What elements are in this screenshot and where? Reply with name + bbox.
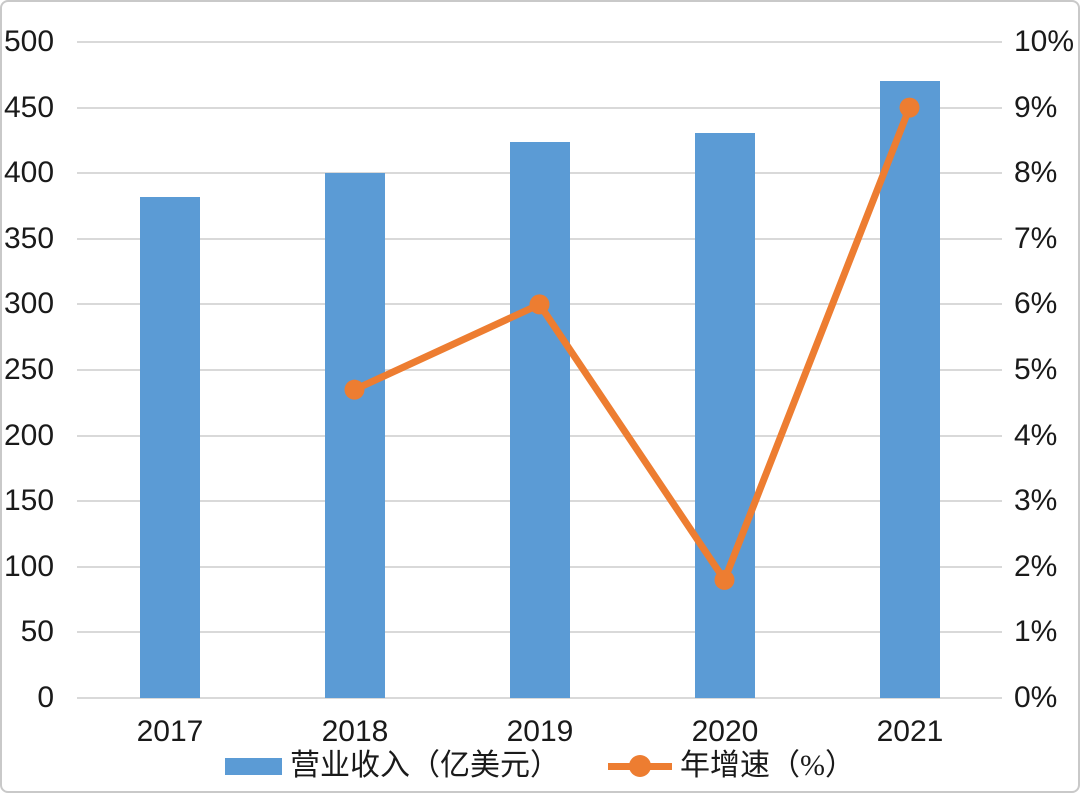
growth-line bbox=[353, 106, 913, 588]
left-axis-tick-label: 400 bbox=[4, 156, 55, 190]
x-axis-label-2017: 2017 bbox=[136, 715, 204, 748]
x-axis-label-2019: 2019 bbox=[506, 715, 574, 748]
left-axis-tick-label: 300 bbox=[4, 287, 55, 321]
right-axis-tick-label: 8% bbox=[1014, 156, 1058, 190]
legend-item-revenue: 营业收入（亿美元） bbox=[225, 748, 560, 784]
revenue-bar-2019 bbox=[509, 141, 570, 698]
right-axis-tick-label: 0% bbox=[1014, 681, 1058, 714]
legend-item-growth: 年增速（%） bbox=[608, 748, 855, 784]
revenue-bar-2020 bbox=[694, 132, 755, 698]
left-axis-tick-label: 50 bbox=[20, 615, 54, 649]
left-axis-tick-label: 100 bbox=[4, 549, 55, 583]
gridline bbox=[77, 41, 1002, 43]
revenue-legend-label: 营业收入（亿美元） bbox=[290, 749, 560, 782]
right-axis-tick-label: 7% bbox=[1014, 221, 1058, 255]
x-axis-label-2021: 2021 bbox=[876, 715, 944, 748]
revenue-legend-swatch bbox=[225, 757, 282, 775]
left-axis-tick-label: 250 bbox=[4, 353, 55, 386]
left-axis-tick-label: 200 bbox=[4, 418, 55, 452]
revenue-bar-2017 bbox=[139, 196, 200, 698]
right-axis-tick-label: 6% bbox=[1014, 287, 1058, 321]
left-axis-tick-label: 500 bbox=[4, 25, 55, 58]
gridline bbox=[77, 697, 1002, 699]
left-axis-tick-label: 350 bbox=[4, 221, 55, 255]
growth-legend-label: 年增速（%） bbox=[680, 749, 855, 782]
right-axis-tick-label: 10% bbox=[1014, 25, 1075, 58]
right-axis-tick-label: 4% bbox=[1014, 418, 1058, 452]
gridline bbox=[77, 106, 1002, 109]
growth-legend-marker bbox=[608, 755, 672, 777]
x-axis-label-2018: 2018 bbox=[321, 715, 389, 748]
x-axis-label-2020: 2020 bbox=[691, 715, 759, 748]
right-axis-tick-label: 2% bbox=[1014, 549, 1058, 583]
right-axis-tick-label: 5% bbox=[1014, 353, 1058, 386]
legend: 营业收入（亿美元） 年增速（%） bbox=[2, 748, 1078, 784]
revenue-bar-2018 bbox=[324, 173, 385, 698]
right-axis-tick-label: 1% bbox=[1014, 615, 1058, 649]
right-axis-tick-label: 9% bbox=[1014, 90, 1058, 124]
revenue-bar-2021 bbox=[879, 81, 940, 698]
left-axis-tick-label: 0 bbox=[37, 681, 54, 714]
growth-legend-dot bbox=[629, 755, 651, 777]
right-axis-tick-label: 3% bbox=[1014, 484, 1058, 518]
left-axis-tick-label: 150 bbox=[4, 484, 55, 518]
left-axis-tick-label: 450 bbox=[4, 90, 55, 124]
